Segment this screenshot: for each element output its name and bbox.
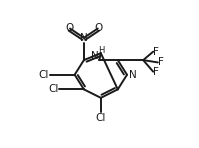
- Text: Cl: Cl: [39, 70, 49, 80]
- Text: O: O: [65, 23, 73, 33]
- Text: H: H: [99, 46, 105, 55]
- Text: F: F: [153, 47, 159, 57]
- Text: N: N: [129, 70, 137, 80]
- Text: N: N: [80, 33, 88, 43]
- Text: N: N: [91, 51, 99, 61]
- Text: F: F: [158, 57, 164, 67]
- Text: O: O: [94, 23, 103, 33]
- Text: Cl: Cl: [48, 84, 58, 94]
- Text: Cl: Cl: [96, 113, 106, 123]
- Text: F: F: [153, 67, 159, 77]
